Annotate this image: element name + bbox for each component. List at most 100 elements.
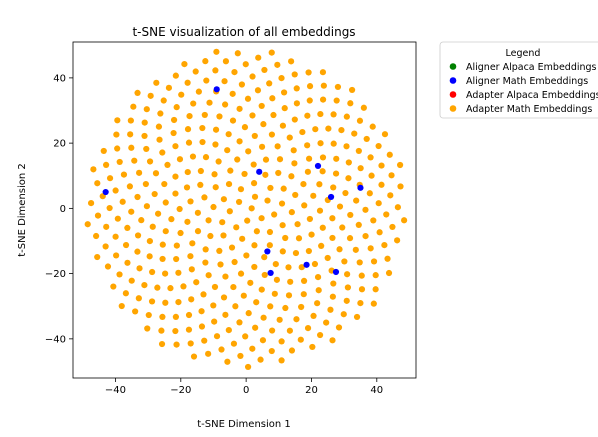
point-adapter-math xyxy=(122,241,130,249)
point-adapter-math xyxy=(306,97,313,104)
point-adapter-math xyxy=(387,192,394,199)
point-adapter-math xyxy=(155,210,162,217)
point-adapter-math xyxy=(342,189,349,197)
point-adapter-math xyxy=(189,153,197,160)
point-adapter-math xyxy=(378,162,385,169)
point-adapter-math xyxy=(178,91,185,98)
legend: Legend Aligner Alpaca Embeddings Aligner … xyxy=(439,41,598,119)
point-adapter-math xyxy=(278,75,285,82)
point-adapter-math xyxy=(251,132,258,140)
point-adapter-math xyxy=(287,278,294,285)
point-adapter-math xyxy=(306,215,313,223)
point-adapter-math xyxy=(118,302,125,310)
point-adapter-math xyxy=(172,143,179,150)
legend-box xyxy=(439,41,598,119)
point-adapter-math xyxy=(175,269,182,276)
point-adapter-math xyxy=(153,79,160,86)
point-adapter-math xyxy=(252,324,259,331)
point-adapter-math xyxy=(357,165,364,172)
point-adapter-math xyxy=(167,285,174,292)
point-adapter-math xyxy=(106,175,114,182)
point-adapter-math xyxy=(270,111,277,119)
x-tick-label: 0 xyxy=(243,385,249,396)
point-adapter-math xyxy=(292,249,300,257)
point-adapter-math xyxy=(151,190,158,198)
point-adapter-math xyxy=(195,88,202,95)
point-adapter-math xyxy=(288,58,295,65)
point-adapter-math xyxy=(317,140,324,147)
point-adapter-math xyxy=(212,126,220,133)
point-adapter-math xyxy=(353,313,361,321)
point-adapter-math xyxy=(131,157,138,164)
point-adapter-math xyxy=(293,85,300,92)
point-adapter-math xyxy=(397,161,404,169)
point-adapter-math xyxy=(190,353,198,360)
point-adapter-math xyxy=(310,312,317,319)
point-adapter-math xyxy=(240,292,247,299)
point-adapter-math xyxy=(298,264,305,271)
point-adapter-math xyxy=(286,134,293,141)
point-adapter-math xyxy=(199,124,206,132)
point-adapter-math xyxy=(135,295,142,302)
point-adapter-math xyxy=(220,232,227,239)
point-adapter-math xyxy=(222,101,229,108)
y-axis-label: t-SNE Dimension 2 xyxy=(17,163,28,257)
point-adapter-math xyxy=(248,205,255,212)
point-adapter-math xyxy=(103,223,110,230)
point-adapter-math xyxy=(367,245,374,252)
point-adapter-math xyxy=(258,102,265,110)
point-adapter-math xyxy=(332,170,340,177)
point-adapter-math xyxy=(181,61,188,68)
point-adapter-math xyxy=(227,167,234,174)
point-adapter-math xyxy=(353,197,360,204)
point-adapter-math xyxy=(226,208,233,215)
point-adapter-math xyxy=(211,171,218,178)
point-adapter-math xyxy=(329,215,336,222)
point-adapter-math xyxy=(200,291,207,298)
point-adapter-math xyxy=(257,356,264,363)
point-adapter-math xyxy=(268,347,275,355)
point-adapter-math xyxy=(183,184,191,191)
point-adapter-math xyxy=(319,154,327,161)
point-adapter-math xyxy=(260,314,267,321)
point-adapter-math xyxy=(128,144,135,151)
point-adapter-math xyxy=(145,311,152,319)
point-adapter-math xyxy=(197,167,204,175)
point-adapter-math xyxy=(253,228,260,235)
point-adapter-math xyxy=(236,319,243,326)
point-adapter-math xyxy=(251,263,258,271)
point-adapter-math xyxy=(394,237,401,244)
point-adapter-math xyxy=(173,104,180,111)
point-adapter-math xyxy=(106,204,113,212)
point-adapter-math xyxy=(160,97,167,104)
point-adapter-math xyxy=(164,161,171,168)
point-adapter-math xyxy=(295,235,303,242)
point-adapter-math xyxy=(308,231,315,238)
point-adapter-math xyxy=(170,116,178,124)
point-adapter-math xyxy=(172,190,179,197)
legend-marker xyxy=(449,105,457,112)
point-adapter-math xyxy=(237,186,245,193)
point-adapter-math xyxy=(138,217,145,224)
point-adapter-math xyxy=(249,73,256,80)
point-adapter-math xyxy=(134,193,141,201)
point-adapter-math xyxy=(300,180,307,188)
point-adapter-math xyxy=(271,211,278,218)
point-adapter-math xyxy=(330,184,337,191)
point-adapter-math xyxy=(124,259,131,266)
y-tick-label: −20 xyxy=(45,269,66,280)
legend-marker xyxy=(449,91,457,98)
point-aligner-math xyxy=(256,168,263,175)
point-adapter-math xyxy=(314,300,321,307)
point-adapter-math xyxy=(127,117,134,124)
point-adapter-math xyxy=(304,325,312,332)
point-adapter-math xyxy=(269,95,276,102)
point-adapter-math xyxy=(146,238,153,245)
point-adapter-math xyxy=(210,203,217,211)
point-adapter-math xyxy=(301,202,308,209)
point-adapter-math xyxy=(279,222,286,229)
point-adapter-math xyxy=(338,127,345,134)
point-adapter-math xyxy=(237,352,244,360)
point-adapter-math xyxy=(221,78,228,85)
point-adapter-math xyxy=(314,274,322,281)
